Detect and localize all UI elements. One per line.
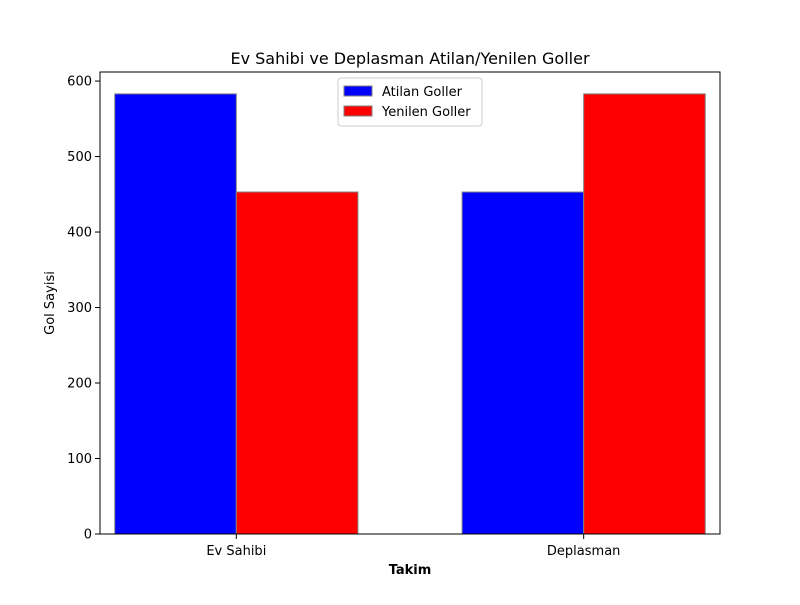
legend-box — [337, 77, 483, 127]
legend-swatch — [343, 85, 373, 97]
y-tick-label: 300 — [67, 301, 92, 316]
bar-atilan-ev-sahibi — [114, 93, 237, 535]
bar-yenilen-ev-sahibi — [235, 191, 359, 535]
y-tick-label: 200 — [67, 377, 92, 392]
chart-title: Ev Sahibi ve Deplasman Atilan/Yenilen Go… — [230, 49, 590, 68]
legend-label: Atilan Goller — [382, 85, 463, 100]
legend-label: Yenilen Goller — [381, 105, 471, 120]
plot-frame — [99, 71, 721, 535]
legend: Atilan Goller Yenilen Goller — [337, 77, 483, 127]
x-axis: Ev Sahibi Deplasman — [206, 534, 620, 559]
x-tick-label: Deplasman — [547, 544, 620, 559]
y-tick-label: 100 — [67, 452, 92, 467]
y-tick-label: 0 — [84, 528, 92, 543]
x-axis-label: Takim — [389, 563, 432, 578]
legend-swatch — [343, 105, 373, 117]
y-axis-label: Gol Sayisi — [43, 271, 58, 335]
y-axis: 0 100 200 300 400 500 600 — [67, 75, 100, 543]
y-tick-label: 400 — [67, 226, 92, 241]
bars-layer — [114, 93, 706, 535]
x-tick-label: Ev Sahibi — [206, 544, 266, 559]
y-tick-label: 600 — [67, 75, 92, 90]
bar-yenilen-deplasman — [583, 93, 706, 535]
bar-atilan-deplasman — [461, 191, 585, 535]
y-tick-label: 500 — [67, 150, 92, 165]
